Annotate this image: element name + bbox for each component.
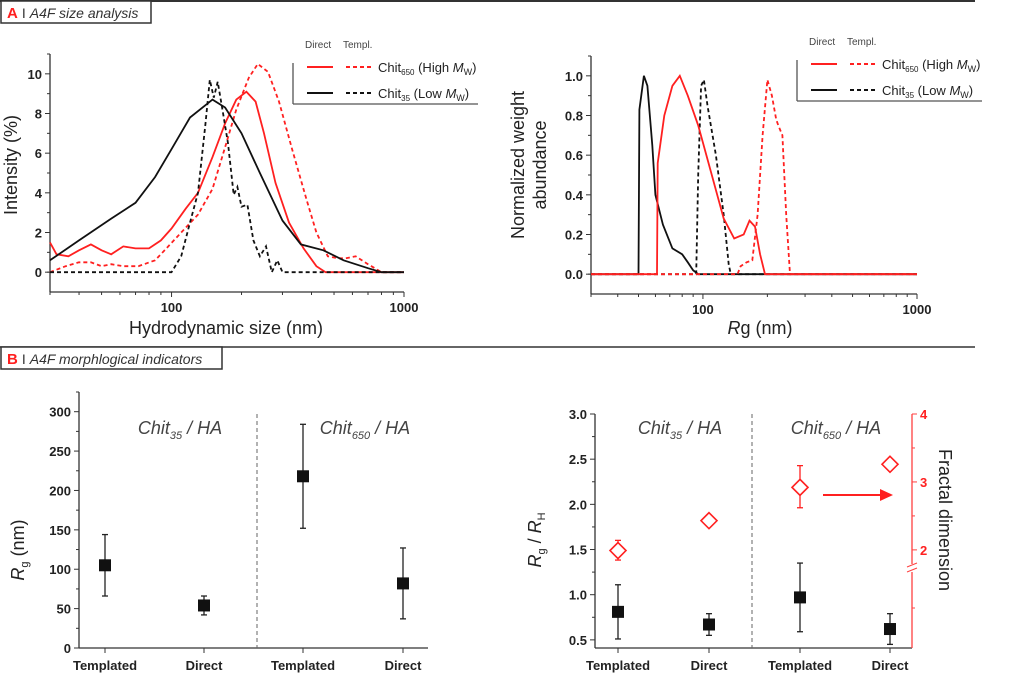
x-tick-label: 100: [161, 300, 183, 315]
data-point-open-diamond: [608, 541, 628, 560]
group-label: Chit35 / HA: [638, 418, 722, 442]
series-line: [50, 79, 404, 275]
panel-b-header: B I A4F morphlogical indicators: [0, 346, 975, 370]
x-tick-label: Direct: [691, 658, 729, 673]
legend-label: Chit35 (Low MW): [882, 83, 973, 100]
legend-header-direct: Direct: [809, 37, 835, 48]
data-point-open-diamond: [880, 455, 900, 474]
data-point-square: [297, 470, 309, 483]
y-tick-label: 1.5: [569, 543, 587, 558]
legend-label: Chit35 (Low MW): [378, 86, 469, 103]
panel-letter: B: [7, 351, 18, 368]
legend-label: Chit650 (High MW): [378, 60, 476, 77]
y-tick-label: 2: [35, 226, 42, 241]
axis-break-mark: [906, 567, 918, 573]
y-tick-label: 8: [35, 107, 42, 122]
panel-a-header: A I A4F size analysis: [0, 0, 975, 24]
y-tick-label: 100: [49, 562, 71, 577]
chart-rg-categories: 0 50 100 150 200 250 300 Templated Direct Templat…: [49, 391, 428, 673]
legend-label: Chit650 (High MW): [882, 57, 980, 74]
y-tick-label: 0.8: [565, 109, 583, 124]
legend-header-direct: Direct: [305, 40, 331, 51]
y-axis-label-line2: abundance: [530, 120, 550, 209]
data-point-square: [99, 559, 111, 572]
legend-header-templ: Templ.: [343, 40, 372, 51]
data-point-square: [794, 591, 806, 604]
x-tick-label: Direct: [385, 658, 423, 673]
y-tick-label: 300: [49, 405, 71, 420]
x-tick-label: Direct: [186, 658, 224, 673]
axis-break-mark: [906, 562, 918, 568]
x-tick-label: Templated: [586, 658, 650, 673]
x-tick-label: Templated: [271, 658, 335, 673]
y2-tick-label: 3: [920, 475, 927, 490]
data-point-open-diamond: [699, 511, 719, 530]
y-tick-label: 200: [49, 483, 71, 498]
series-line: [49, 98, 404, 274]
arrow-head-icon: [880, 489, 893, 501]
y-tick-label: 0.6: [565, 148, 583, 163]
panel-title: A4F size analysis: [29, 5, 139, 21]
x-tick-label: 1000: [903, 302, 932, 317]
x-axis-label: Rg (nm): [727, 318, 792, 338]
x-tick-label: Templated: [768, 658, 832, 673]
data-point-square: [612, 605, 624, 618]
y-tick-label: 250: [49, 444, 71, 459]
series-line: [49, 62, 404, 274]
y-tick-label: 50: [57, 602, 71, 617]
data-point-square: [703, 618, 715, 631]
y2-tick-label: 4: [920, 407, 928, 422]
series-line: [591, 76, 917, 276]
y2-tick-label: 2: [920, 543, 927, 558]
x-axis-label: Hydrodynamic size (nm): [129, 318, 323, 338]
legend-header-templ: Templ.: [847, 37, 876, 48]
y-tick-label: 2.0: [569, 497, 587, 512]
x-tick-label: Templated: [73, 658, 137, 673]
y-tick-label: 6: [35, 146, 42, 161]
series-line: [591, 73, 917, 276]
chart-abundance-vs-rg: 100 1000 0.0 0.2 0.4 0.6 0.8 1.0: [565, 55, 932, 317]
series-line: [591, 75, 917, 276]
legend: Direct Templ. Chit650 (High MW) Chit35 (Low…: [796, 37, 982, 102]
y-tick-label: 1.0: [565, 69, 583, 84]
y-axis-label: Rg (nm): [8, 519, 31, 580]
panel-title: A4F morphlogical indicators: [29, 351, 203, 367]
y-tick-label: 0.4: [565, 188, 584, 203]
panel-letter: A: [7, 5, 18, 22]
y-tick-label: 2.5: [569, 452, 587, 467]
legend: Direct Templ. Chit650 (High MW) Chit35 (Low…: [292, 40, 478, 105]
y-tick-label: 0.5: [569, 633, 587, 648]
y-tick-label: 10: [28, 67, 42, 82]
data-point-square: [884, 623, 896, 636]
y-tick-label: 3.0: [569, 407, 587, 422]
y-tick-label: 150: [49, 523, 71, 538]
y2-axis-label: Fractal dimension: [935, 449, 955, 591]
y-tick-label: 4: [35, 186, 43, 201]
y-tick-label: 0.0: [565, 267, 583, 282]
x-tick-label: Direct: [872, 658, 910, 673]
data-point-square: [198, 599, 210, 612]
data-point-open-diamond: [790, 478, 810, 497]
y-tick-label: 0.2: [565, 228, 583, 243]
y-axis-label-line1: Normalized weight: [508, 91, 528, 239]
series-line: [591, 79, 917, 276]
y-tick-label: 0: [64, 641, 71, 656]
chart-intensity-vs-size: 100 1000 0 2 4 6 8 10: [28, 53, 419, 315]
series-line: [49, 90, 404, 274]
y-tick-label: 0: [35, 265, 42, 280]
group-label: Chit650 / HA: [791, 418, 881, 442]
x-tick-label: 100: [692, 302, 714, 317]
x-tick-label: 1000: [390, 300, 419, 315]
y-tick-label: 1.0: [569, 588, 587, 603]
group-label: Chit650 / HA: [320, 418, 410, 442]
group-label: Chit35 / HA: [138, 418, 222, 442]
data-point-square: [397, 577, 409, 590]
chart-rg-rh-fractal: 0.5 1.0 1.5 2.0 2.5 3.0 Templated Direct Templat…: [569, 407, 928, 673]
y-axis-label: Intensity (%): [1, 115, 21, 215]
y-axis-label: Rg / RH: [525, 512, 548, 567]
